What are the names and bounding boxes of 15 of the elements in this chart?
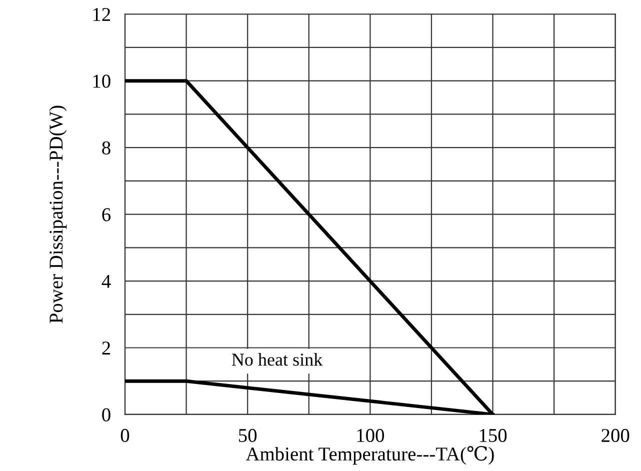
x-tick-label: 0 bbox=[120, 428, 130, 442]
annotation: No heat sink bbox=[232, 353, 323, 366]
y-tick-label: 0 bbox=[102, 408, 110, 422]
y-axis-title: Power Dissipation---PD(W) bbox=[49, 106, 67, 324]
x-tick-label: 200 bbox=[602, 428, 630, 442]
y-tick-label: 8 bbox=[102, 141, 110, 155]
y-tick-label: 10 bbox=[93, 74, 110, 88]
x-tick-label: 150 bbox=[480, 428, 507, 442]
x-tick-label: 50 bbox=[238, 428, 257, 442]
x-axis-title: Ambient Temperature---TA(℃) bbox=[246, 446, 494, 465]
y-tick-label: 4 bbox=[102, 274, 111, 288]
x-tick-label: 100 bbox=[357, 428, 384, 442]
y-tick-label: 12 bbox=[93, 8, 110, 21]
y-tick-label: 2 bbox=[102, 342, 110, 354]
y-tick-label: 6 bbox=[102, 208, 111, 222]
